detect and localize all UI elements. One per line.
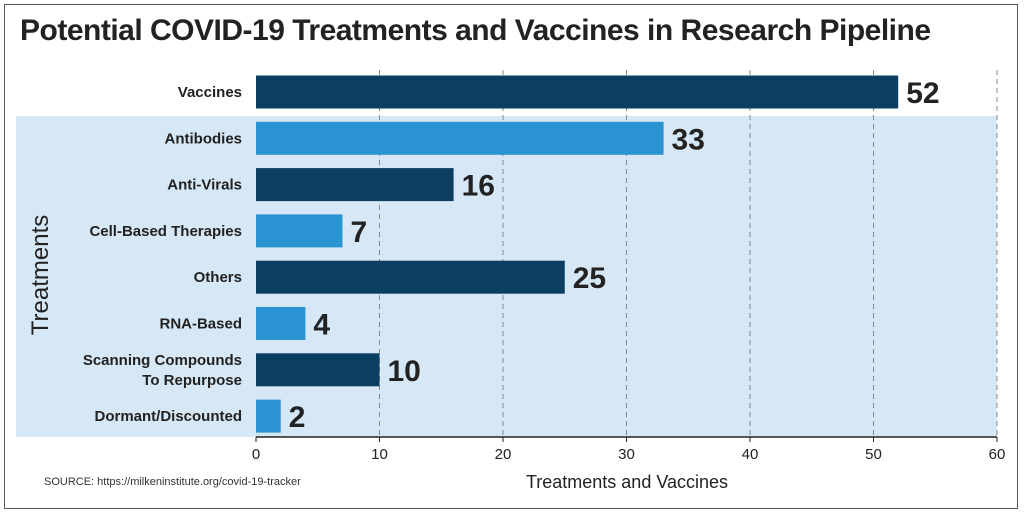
category-label: Scanning Compounds To Repurpose <box>83 352 242 389</box>
bar <box>256 121 664 155</box>
tick-label: 60 <box>989 446 1006 463</box>
x-axis-label: Treatments and Vaccines <box>526 472 728 492</box>
tick-label: 40 <box>742 446 759 463</box>
value-label: 16 <box>462 170 495 203</box>
category-labels: Vaccines Antibodies Anti-Virals Cell-Based … <box>83 84 242 425</box>
bar <box>256 353 380 387</box>
value-label: 33 <box>672 123 705 156</box>
bar <box>256 260 565 294</box>
tick-label: 10 <box>371 446 388 463</box>
tick-label: 20 <box>495 446 512 463</box>
bar <box>256 399 281 433</box>
value-labels: 52 33 16 7 25 4 10 2 <box>289 77 940 434</box>
tick-label: 0 <box>252 446 260 463</box>
value-label: 25 <box>573 262 606 295</box>
bars <box>256 75 899 433</box>
tick-label: 50 <box>865 446 882 463</box>
value-label: 52 <box>906 77 939 110</box>
value-label: 10 <box>388 355 421 388</box>
category-label: Cell-Based Therapies <box>89 223 242 240</box>
treatments-group-label: Treatments <box>27 215 54 335</box>
category-label: Others <box>194 269 242 286</box>
value-label: 4 <box>313 309 330 342</box>
value-label: 7 <box>350 216 367 249</box>
x-ticks: 0 10 20 30 40 50 60 <box>252 437 1006 463</box>
bar <box>256 214 343 248</box>
category-label: Dormant/Discounted <box>94 408 242 425</box>
source-note: SOURCE: https://milkeninstitute.org/covi… <box>44 476 301 488</box>
bar <box>256 75 899 109</box>
value-label: 2 <box>289 401 306 434</box>
grid-lines <box>379 70 998 437</box>
category-label: Antibodies <box>165 130 243 147</box>
bar <box>256 307 306 340</box>
category-label: RNA-Based <box>159 316 242 333</box>
category-label: Anti-Virals <box>167 177 242 194</box>
chart-title: Potential COVID-19 Treatments and Vaccin… <box>20 14 931 47</box>
bar <box>256 168 454 202</box>
category-label: Vaccines <box>178 84 242 101</box>
tick-label: 30 <box>618 446 635 463</box>
